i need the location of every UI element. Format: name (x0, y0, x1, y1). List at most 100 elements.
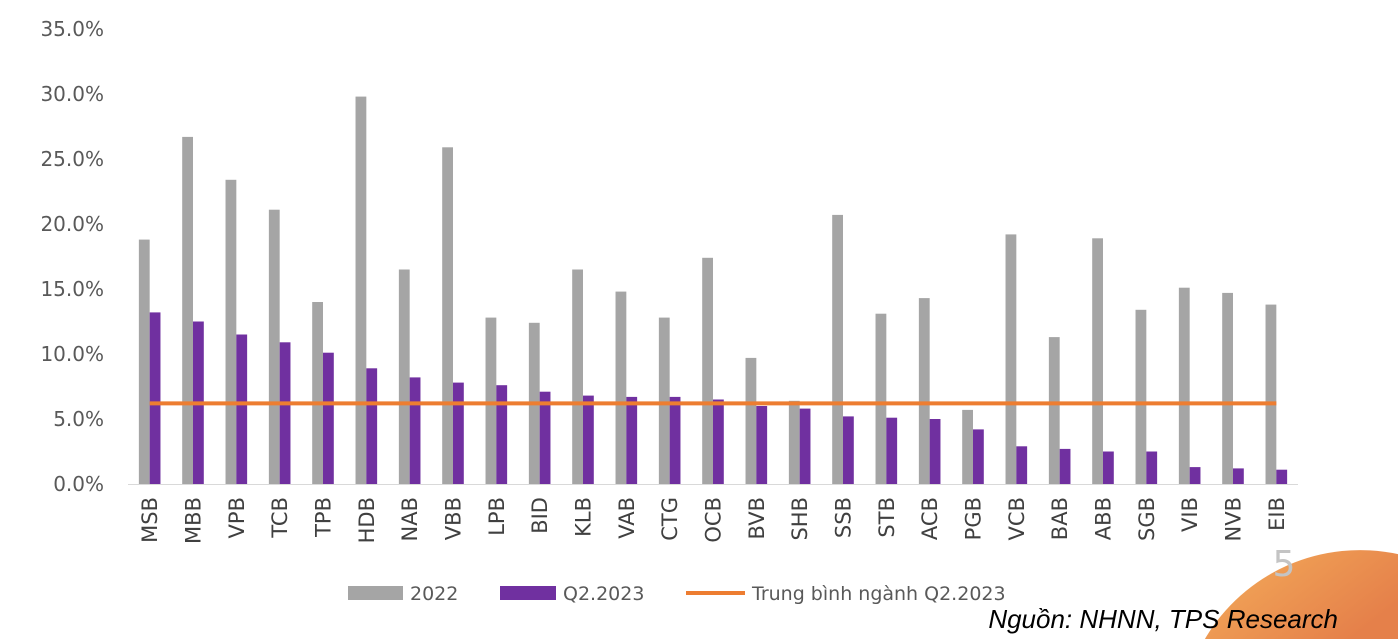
x-tick-label: VPB (225, 497, 249, 538)
x-tick-label: SGB (1135, 497, 1159, 541)
bar-q2-2023-bid (539, 391, 551, 484)
source-note: Nguồn: NHNN, TPS Research (988, 604, 1338, 634)
bar-2022-sgb (1135, 309, 1147, 484)
bar-q2-2023-ctg (669, 396, 681, 484)
x-tick-label: LPB (485, 497, 509, 536)
bar-2022-stb (875, 313, 887, 484)
x-tick-label: PGB (962, 497, 986, 540)
x-tick-label: VAB (615, 497, 639, 539)
x-tick-label: ABB (1092, 497, 1116, 540)
legend-item-2022: 2022 (348, 583, 458, 605)
x-tick-label: KLB (572, 497, 596, 537)
bar-q2-2023-abb (1103, 451, 1114, 484)
page-number: 5 (1273, 544, 1296, 585)
bar-2022-klb (572, 269, 583, 484)
legend-label-2022: 2022 (410, 583, 458, 605)
bar-q2-2023-sgb (1146, 451, 1158, 484)
x-tick-label: MBB (182, 497, 206, 544)
bar-q2-2023-lpb (496, 385, 508, 484)
legend-label-industry-average: Trung bình ngành Q2.2023 (751, 583, 1006, 605)
x-tick-label: TPB (312, 497, 336, 538)
bar-2022-hdb (355, 96, 367, 484)
x-tick-label: HDB (355, 497, 379, 543)
x-tick-label: SHB (788, 497, 812, 541)
legend-swatch-q2-2023 (500, 586, 556, 600)
bar-series (138, 96, 1288, 485)
y-tick-label: 35.0% (40, 17, 104, 41)
bar-q2-2023-shb (799, 408, 811, 484)
x-axis: MSB MBB VPB TCB TPB HDB NAB VBB LPB BID KLB VAB CTG O… (138, 497, 1289, 544)
bar-q2-2023-stb (886, 417, 898, 484)
bar-2022-bvb (745, 357, 757, 484)
bar-q2-2023-vpb (236, 334, 248, 484)
x-tick-label: CTG (658, 497, 682, 541)
bar-q2-2023-acb (929, 419, 941, 484)
y-axis: 0.0% 5.0% 10.0% 15.0% 20.0% 25.0% 30.0% 35.0% (40, 17, 104, 496)
y-tick-label: 5.0% (53, 407, 104, 431)
bar-q2-2023-bvb (756, 406, 768, 484)
bar-2022-nvb (1222, 292, 1233, 484)
x-tick-label: VIB (1178, 497, 1202, 532)
bar-q2-2023-bab (1059, 448, 1071, 484)
x-tick-label: BAB (1048, 497, 1072, 540)
x-tick-label: EIB (1265, 497, 1289, 531)
bar-2022-msb (138, 239, 150, 484)
bar-q2-2023-eib (1276, 469, 1288, 484)
bar-2022-abb (1092, 238, 1103, 484)
bar-2022-tcb (268, 209, 280, 484)
x-tick-label: VCB (1005, 497, 1029, 540)
x-tick-label: MSB (138, 497, 162, 543)
x-tick-label: BID (528, 497, 552, 534)
bar-q2-2023-msb (149, 312, 161, 484)
bar-q2-2023-vib (1189, 467, 1201, 484)
x-tick-label: NVB (1222, 497, 1246, 541)
y-tick-label: 10.0% (40, 342, 104, 366)
bar-q2-2023-vbb (453, 382, 464, 484)
x-tick-label: ACB (918, 497, 942, 540)
bar-q2-2023-nab (409, 377, 421, 484)
bar-2022-lpb (485, 317, 497, 484)
y-tick-label: 30.0% (40, 82, 104, 106)
x-tick-label: SSB (832, 497, 856, 538)
decorative-corner-circle (1204, 550, 1398, 639)
bar-2022-nab (398, 269, 410, 484)
bar-2022-eib (1265, 304, 1277, 484)
x-tick-label: OCB (702, 497, 726, 543)
bar-2022-tpb (312, 302, 323, 484)
bar-2022-vab (615, 291, 627, 484)
bar-q2-2023-hdb (366, 368, 378, 484)
bar-2022-vcb (1005, 234, 1017, 484)
bar-2022-shb (788, 400, 800, 484)
x-tick-label: VBB (442, 497, 466, 540)
legend-item-q2-2023: Q2.2023 (500, 583, 644, 605)
bar-2022-acb (918, 298, 930, 484)
legend-swatch-2022 (348, 586, 403, 600)
legend: 2022 Q2.2023 Trung bình ngành Q2.2023 (348, 583, 1006, 605)
bar-2022-ocb (702, 257, 713, 484)
bar-2022-vpb (225, 179, 237, 485)
x-tick-label: TCB (268, 497, 292, 539)
bar-2022-ssb (832, 214, 843, 484)
bar-2022-pgb (962, 409, 973, 484)
bar-q2-2023-ssb (843, 416, 854, 484)
bar-2022-mbb (182, 136, 193, 484)
legend-item-industry-average: Trung bình ngành Q2.2023 (686, 583, 1006, 605)
bar-q2-2023-ocb (713, 399, 724, 484)
x-tick-label: NAB (398, 497, 422, 541)
y-tick-label: 20.0% (40, 212, 104, 236)
bar-q2-2023-klb (583, 395, 594, 484)
x-tick-label: BVB (745, 497, 769, 540)
legend-label-q2-2023: Q2.2023 (563, 583, 644, 605)
x-tick-label: STB (875, 497, 899, 538)
bar-2022-ctg (658, 317, 670, 484)
bar-q2-2023-tpb (323, 352, 334, 484)
bar-q2-2023-vab (626, 396, 638, 484)
bar-q2-2023-nvb (1233, 468, 1244, 484)
bar-q2-2023-vcb (1016, 446, 1028, 484)
bar-q2-2023-tcb (279, 342, 291, 484)
bar-2022-bab (1048, 337, 1060, 484)
y-tick-label: 15.0% (40, 277, 104, 301)
bar-2022-vbb (442, 147, 453, 485)
y-tick-label: 0.0% (53, 472, 104, 496)
